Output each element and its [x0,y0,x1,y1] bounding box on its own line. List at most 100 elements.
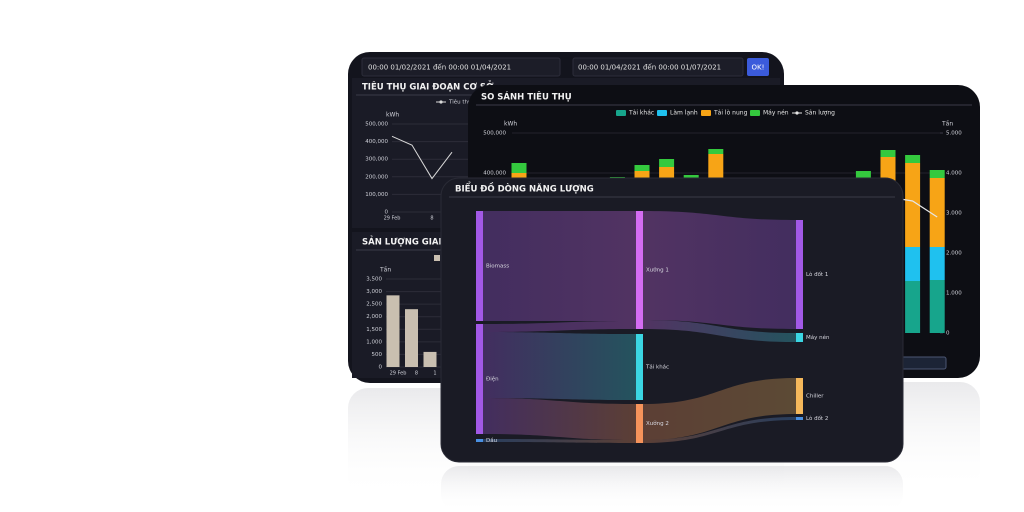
sankey-node [476,324,483,434]
x-tick-label: 1 [433,371,436,377]
range-slider[interactable] [899,356,947,370]
node-label: Chiller [806,394,824,400]
bar-segment [905,163,921,247]
sankey-node [636,211,643,329]
sankey-link [483,211,636,321]
axis-label: kWh [504,121,517,128]
y2-tick-label: 5.000 [946,131,962,137]
node-label: Máy nén [806,334,830,341]
bar [386,295,400,367]
reflection [441,466,903,512]
bar-segment [683,175,699,178]
y-tick-label: 2,500 [366,302,382,308]
bar [405,309,418,367]
node-label: Xưởng 1 [646,267,669,274]
sankey-link [643,320,796,342]
y-tick-label: 0 [385,210,389,216]
date-text: 00:00 01/02/2021 đến 00:00 01/04/2021 [368,64,511,72]
y2-tick-label: 1.000 [946,291,962,297]
sankey-node [476,439,483,442]
x-tick-label: 8 [415,371,418,377]
y2-tick-label: 2.000 [946,251,962,257]
sankey-node [796,417,803,420]
bar-segment [855,171,871,178]
bar-segment [659,159,675,167]
front-card: BIỂU ĐỒ DÒNG NĂNG LƯỢNG Biomass Điện Dầu Xư… [440,177,904,463]
legend-swatch [434,255,440,261]
y-tick-label: 500 [372,352,383,358]
y-tick-label: 1,500 [366,327,382,333]
y-tick-label: 500,000 [483,131,506,137]
legend-swatch [657,110,667,116]
node-label: Lò đốt 2 [806,415,828,422]
node-label: Điện [486,376,499,383]
y-tick-label: 2,000 [366,314,382,320]
legend-swatch [701,110,711,116]
y-tick-label: 500,000 [365,122,388,128]
sankey-node [636,334,643,400]
legend-label: Tải khác [628,110,654,117]
bar-segment [905,281,921,333]
bar-segment [929,170,945,178]
bar-segment [929,178,945,247]
bar-segment [511,163,527,173]
node-label: Xưởng 2 [646,420,669,427]
bar [423,351,437,367]
date-input[interactable] [572,57,744,77]
x-tick-label: 8 [430,216,433,222]
sankey-link [643,211,796,329]
ok-button[interactable] [747,58,769,76]
axis-label: kWh [386,112,399,119]
y-tick-label: 0 [379,365,383,371]
legend-marker [439,100,443,104]
legend-label: Tiêu thụ [448,99,471,106]
x-tick-label: 29 Feb [384,216,401,222]
sankey-node [636,404,643,443]
sankey-link [483,439,636,443]
legend-swatch [616,110,626,116]
bar-segment [708,149,724,154]
y-tick-label: 300,000 [365,157,388,163]
ok-label: OK! [752,64,765,72]
y-tick-label: 100,000 [365,192,388,198]
bar-segment [634,165,650,171]
panel-title: TIÊU THỤ GIAI ĐOẠN CƠ SỞ [362,80,494,93]
node-label: Lò đốt 1 [806,271,828,278]
line-series [391,135,453,180]
y-tick-label: 3,500 [366,277,382,283]
node-label: Tải khác [645,364,669,371]
y-tick-label: 400,000 [483,171,506,177]
panel-title: SO SÁNH TIÊU THỤ [481,91,572,103]
legend-marker [795,111,799,115]
date-input[interactable] [361,57,561,77]
axis-label: Tấn [941,121,953,128]
sankey-node [796,378,803,414]
bar-segment [929,247,945,280]
bar-segment [905,155,921,163]
bar-segment [929,280,945,333]
y2-tick-label: 4.000 [946,171,962,177]
legend-label: Máy nén [763,110,789,117]
y2-tick-label: 3.000 [946,211,962,217]
sankey-node [476,211,483,321]
sankey-link [483,332,636,400]
x-tick-label: 29 Feb [390,371,407,377]
y-tick-label: 200,000 [365,174,388,180]
legend-label: Tải lò nung [713,110,748,117]
bar-segment [905,247,921,281]
panel-title: BIỂU ĐỒ DÒNG NĂNG LƯỢNG [455,182,594,195]
sankey-node [796,333,803,342]
legend-label: Sản lượng [805,110,835,117]
node-label: Biomass [486,264,509,270]
y-tick-label: 400,000 [365,139,388,145]
y-tick-label: 1,000 [366,339,382,345]
sankey-link [483,398,636,440]
sankey-link [483,321,636,332]
axis-label: Tấn [379,267,391,274]
sankey-link [643,378,796,440]
y2-tick-label: 0 [946,331,950,337]
legend-label: Làm lạnh [670,110,698,117]
date-text: 00:00 01/04/2021 đến 00:00 01/07/2021 [578,64,721,72]
sankey-link [643,417,796,443]
